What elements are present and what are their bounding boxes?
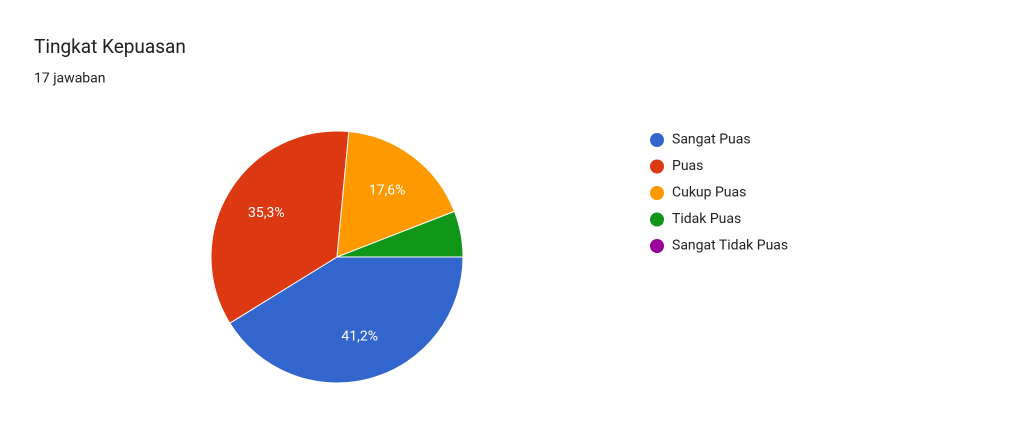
slice-label: 17,6% [369, 182, 406, 198]
pie-slice [336, 131, 456, 258]
legend-marker [650, 133, 664, 147]
pie-slice [229, 256, 464, 384]
chart-subtitle: 17 jawaban [34, 71, 106, 87]
legend-label: Sangat Tidak Puas [672, 238, 788, 254]
legend-marker [650, 186, 664, 200]
legend-marker [650, 212, 664, 227]
slice-label: 41,2% [341, 329, 378, 345]
pie-slice [210, 130, 350, 324]
chart-title: Tingkat Kepuasan [34, 35, 186, 58]
legend-marker [650, 159, 664, 174]
pie-slice [336, 210, 464, 258]
legend-label: Sangat Puas [672, 132, 751, 148]
legend-label: Cukup Puas [672, 185, 746, 201]
legend-label: Puas [672, 158, 703, 174]
slice-label: 35,3% [248, 205, 285, 221]
legend-marker [650, 239, 664, 253]
legend-label: Tidak Puas [672, 211, 741, 227]
